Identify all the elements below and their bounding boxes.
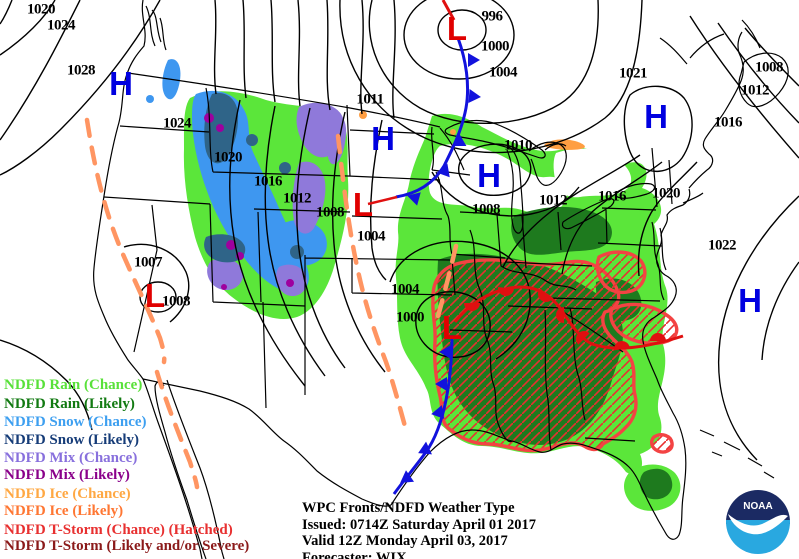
pressure-label: 1008 [755,59,784,76]
pressure-label: 1004 [489,64,518,81]
legend-item-mix-chance: NDFD Mix (Chance) [4,450,138,466]
pressure-label: 1020 [214,149,243,166]
pressure-label: 1020 [652,185,681,202]
legend-item-tstorm-likely: NDFD T-Storm (Likely and/or Severe) [4,538,250,554]
high-pressure-marker: H [738,282,762,320]
pressure-label: 1022 [708,237,737,254]
legend-item-ice-chance: NDFD Ice (Chance) [4,486,131,502]
low-pressure-marker: L [441,309,463,347]
high-pressure-marker: H [644,98,668,136]
pressure-label: 1012 [539,192,568,209]
pressure-label: 1020 [27,1,56,18]
pressure-label: 1012 [741,82,770,99]
high-pressure-marker: H [371,120,395,158]
pressure-label: 1000 [481,38,510,55]
low-pressure-marker: L [352,186,374,224]
pressure-label: 1004 [357,228,386,245]
pressure-label: 1008 [162,293,191,310]
pressure-label: 1028 [67,62,96,79]
issuance-info-box: WPC Fronts/NDFD Weather Type Issued: 071… [302,500,536,559]
cold-front-south [392,334,454,495]
legend-item-tstorm-chance: NDFD T-Storm (Chance) (Hatched) [4,522,233,538]
occluded-front-north [441,0,456,21]
isobar-layer [0,0,799,461]
issued-timestamp: Issued: 0714Z Saturday April 01 2017 [302,516,537,533]
pressure-label: 1010 [504,137,533,154]
pressure-label: 1012 [283,190,312,207]
pressure-label: 1021 [619,65,648,82]
pressure-label: 1008 [316,204,345,221]
pressure-label: 1008 [472,201,501,218]
noaa-logo: NOAA [724,488,792,556]
low-pressure-marker: L [446,10,468,48]
front-layer [367,0,684,495]
cold-front-north [395,37,470,199]
legend-item-snow-likely: NDFD Snow (Likely) [4,432,140,448]
legend-item-ice-likely: NDFD Ice (Likely) [4,503,124,519]
legend-item-snow-chance: NDFD Snow (Chance) [4,414,147,430]
pressure-label: 1016 [714,114,743,131]
pressure-label: 996 [481,8,504,25]
mix-likely-area-layer [204,113,294,290]
map-title: WPC Fronts/NDFD Weather Type [302,500,515,516]
pressure-label: 1024 [47,17,76,34]
pressure-label: 1007 [134,254,163,271]
pressure-label: 1011 [356,91,384,108]
pressure-label: 1004 [391,281,420,298]
legend-item-rain-chance: NDFD Rain (Chance) [4,377,143,393]
pressure-label: 1016 [254,173,283,190]
dry-notch-layer [428,143,632,214]
trough-line-layer [84,117,459,490]
warm-front-stub [367,195,398,206]
low-pressure-marker: L [144,277,166,315]
legend-item-mix-likely: NDFD Mix (Likely) [4,467,130,483]
high-pressure-marker: H [477,157,501,195]
forecaster-name: Forecaster: WIX [302,549,407,559]
noaa-logo-text: NOAA [743,501,772,512]
legend-item-rain-likely: NDFD Rain (Likely) [4,396,135,412]
high-pressure-marker: H [109,65,133,103]
pressure-label: 1016 [598,188,627,205]
mix-chance-area-layer [207,102,347,297]
coastline-borders-layer [93,0,789,559]
valid-timestamp: Valid 12Z Monday April 03, 2017 [302,533,508,549]
pressure-label: 1024 [163,115,192,132]
pressure-label: 1000 [396,309,425,326]
